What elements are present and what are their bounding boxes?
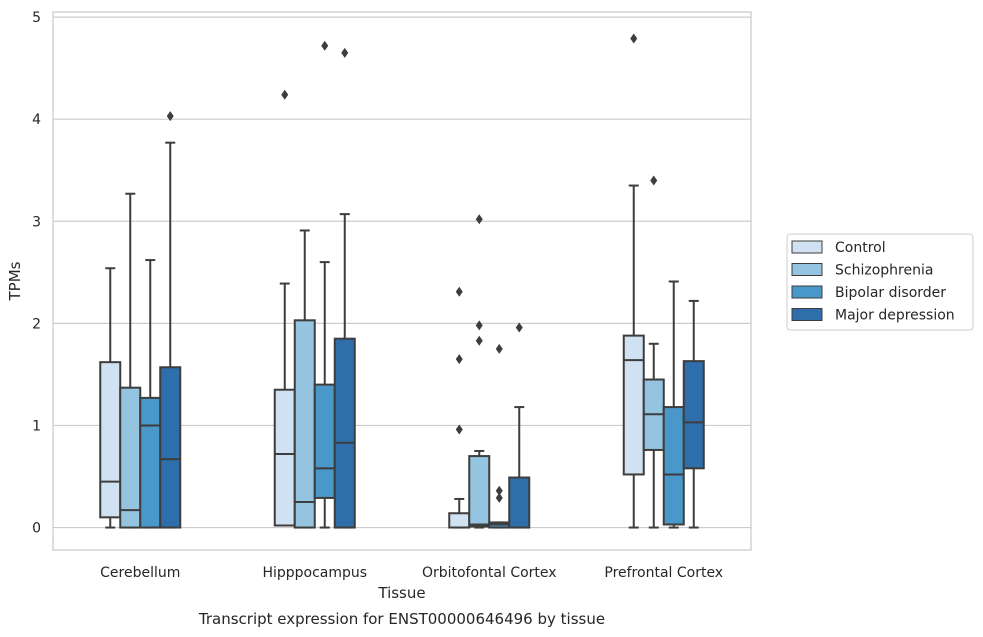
box-major-depression [159,111,182,529]
box-control [273,89,296,527]
legend-swatch [791,285,823,299]
y-tick-label: 1 [32,418,41,434]
outlier-point [475,335,483,346]
box-iqr [682,360,705,470]
box-iqr [448,512,471,529]
box-groups [99,33,705,529]
box-major-depression [508,322,531,529]
legend-label: Control [835,240,886,256]
y-axis-label: TPMs [6,261,24,301]
outlier-point [321,40,329,51]
legend-label: Major depression [835,308,955,324]
y-tick-label: 5 [32,10,41,26]
legend-swatch [791,240,823,254]
box-iqr [468,455,491,528]
legend: Control Schizophrenia Bipolar disorder Majo… [786,233,974,331]
outlier-point [475,320,483,331]
box-bipolar-disorder [662,280,685,529]
y-tick-labels: 0 1 2 3 4 5 [32,10,41,536]
x-tick-labels: Cerebellum Hipppocampus Orbitofontal Corte… [100,565,723,581]
y-tick-label: 0 [32,521,41,537]
outlier-point [475,214,483,225]
box-iqr [159,366,182,529]
outlier-point [455,286,463,297]
outlier-point [341,47,349,58]
box-major-depression [333,47,356,529]
legend-frame [786,233,974,331]
box-iqr [273,388,296,527]
box-iqr [333,337,356,529]
box-control [99,267,122,529]
box-bipolar-disorder [488,343,511,529]
legend-label: Bipolar disorder [835,285,946,301]
box-schizophrenia [293,229,316,529]
box-schizophrenia [642,175,665,529]
outlier-point [281,89,289,100]
plot-frame [52,11,752,551]
outlier-point [630,33,638,44]
outlier-point [495,485,503,496]
outlier-point [455,424,463,435]
box-bipolar-disorder [139,259,162,529]
box-bipolar-disorder [313,40,336,529]
legend-label: Schizophrenia [835,263,933,279]
x-tick-label: Hipppocampus [262,565,367,581]
outlier-point [515,322,523,333]
legend-swatch [791,263,823,276]
y-tick-label: 2 [32,316,41,332]
y-tick-label: 4 [32,112,41,128]
box-schizophrenia [119,192,142,529]
outlier-point [166,111,174,122]
x-tick-label: Orbitofontal Cortex [422,565,557,581]
box-iqr [139,396,162,529]
box-control [622,33,645,529]
y-tick-label: 3 [32,214,41,230]
box-iqr [313,383,336,499]
box-iqr [293,319,316,529]
outlier-point [650,175,658,186]
x-tick-label: Cerebellum [100,565,180,581]
box-iqr [622,334,645,476]
outlier-point [455,354,463,365]
box-iqr [99,361,122,519]
box-iqr [508,476,531,529]
chart-caption: Transcript expression for ENST0000064649… [198,610,605,628]
outlier-point [495,492,503,503]
box-schizophrenia [468,214,491,529]
box-iqr [662,406,685,526]
x-axis-label: Tissue [377,584,425,602]
x-tick-label: Prefrontal Cortex [604,565,723,581]
box-iqr [119,386,142,529]
legend-swatch [791,308,823,321]
outlier-point [495,343,503,354]
box-major-depression [682,299,705,529]
